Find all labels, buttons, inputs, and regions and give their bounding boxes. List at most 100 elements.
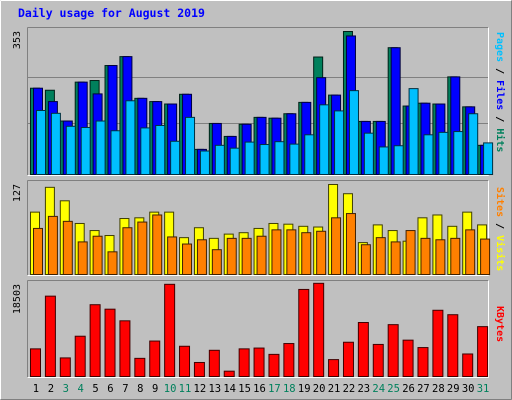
bar-kbytes-day-23	[357, 322, 369, 377]
x-tick-label-day-18: 18	[283, 383, 296, 395]
panel-usage-max-label: 353	[12, 31, 23, 49]
bar-sites-day-28	[435, 239, 446, 275]
bar-kbytes-day-9	[149, 340, 161, 378]
bar-pages-day-7	[125, 100, 136, 175]
x-tick-label-day-13: 13	[208, 383, 221, 395]
bar-sites-day-16	[256, 235, 267, 275]
bar-sites-day-26	[405, 230, 416, 275]
bar-kbytes-day-27	[417, 347, 429, 377]
x-tick-label-day-20: 20	[313, 383, 326, 395]
bar-pages-day-25	[393, 145, 404, 175]
legend-part: /	[494, 62, 505, 80]
bar-sites-day-8	[137, 221, 148, 275]
bar-pages-day-27	[423, 134, 434, 175]
x-tick-label-day-4: 4	[77, 383, 83, 395]
bar-sites-day-5	[92, 235, 103, 275]
bar-sites-day-13	[211, 249, 222, 276]
bar-kbytes-day-26	[402, 339, 414, 378]
bar-sites-day-17	[271, 229, 282, 275]
x-tick-label-day-5: 5	[92, 383, 98, 395]
bar-sites-day-27	[420, 237, 431, 275]
bar-kbytes-day-5	[89, 304, 101, 377]
bar-kbytes-day-25	[387, 324, 399, 377]
bar-sites-day-6	[107, 251, 118, 275]
x-tick-label-day-21: 21	[328, 383, 341, 395]
bar-pages-day-28	[438, 131, 449, 175]
bar-sites-day-22	[345, 213, 356, 275]
bar-pages-day-31	[483, 142, 494, 176]
bar-sites-day-20	[316, 230, 327, 275]
bar-sites-day-18	[286, 229, 297, 275]
x-tick-label-day-1: 1	[33, 383, 39, 395]
bar-pages-day-24	[378, 146, 389, 176]
bar-kbytes-day-29	[447, 314, 459, 377]
bar-kbytes-day-15	[238, 348, 250, 378]
bar-pages-day-17	[274, 141, 285, 175]
bar-kbytes-day-2	[44, 295, 56, 377]
x-tick-label-day-14: 14	[223, 383, 236, 395]
panel-kbytes-max-label: 18503	[12, 284, 23, 314]
legend-part: KBytes	[494, 306, 505, 342]
legend-part: Visits	[494, 235, 506, 271]
x-tick-label-day-26: 26	[402, 383, 415, 395]
bar-pages-day-1	[36, 109, 46, 175]
bar-sites-day-30	[465, 229, 476, 275]
bar-kbytes-day-20	[313, 282, 325, 377]
bar-sites-day-14	[226, 237, 237, 275]
legend-part: Sites	[494, 187, 506, 217]
bar-kbytes-day-17	[268, 353, 280, 378]
bar-sites-day-21	[331, 217, 342, 275]
bar-sites-day-12	[196, 239, 207, 275]
bar-pages-day-16	[259, 144, 270, 175]
bar-pages-day-22	[348, 90, 359, 175]
bar-pages-day-26	[408, 88, 419, 175]
bar-kbytes-day-14	[223, 370, 235, 377]
x-tick-label-day-30: 30	[462, 383, 475, 395]
bar-sites-day-11	[182, 243, 193, 275]
bar-pages-day-14	[229, 147, 240, 175]
x-tick-label-day-17: 17	[268, 383, 281, 395]
bar-sites-day-4	[77, 241, 88, 276]
bar-pages-day-10	[170, 140, 181, 176]
bar-pages-day-11	[185, 116, 196, 175]
panel-usage-legend: Pages / Files / Hits	[494, 32, 506, 152]
bar-kbytes-day-12	[193, 361, 205, 377]
legend-part: /	[494, 217, 505, 235]
bar-sites-day-31	[480, 238, 491, 275]
series-kbytes	[30, 282, 489, 378]
x-tick-label-day-8: 8	[137, 383, 143, 395]
x-tick-label-day-12: 12	[194, 383, 207, 395]
bar-pages-day-23	[363, 132, 374, 175]
panel-visits-legend: Sites / Visits	[494, 187, 506, 271]
x-tick-label-day-11: 11	[179, 383, 192, 395]
x-tick-label-day-22: 22	[343, 383, 356, 395]
x-tick-label-day-10: 10	[164, 383, 177, 395]
x-tick-label-day-19: 19	[298, 383, 311, 395]
bar-kbytes-day-6	[104, 308, 116, 377]
x-tick-label-day-27: 27	[417, 383, 430, 395]
panel-usage: 353 Pages / Files / Hits	[12, 27, 506, 176]
bar-kbytes-day-3	[59, 357, 71, 377]
x-tick-label-day-6: 6	[107, 383, 113, 395]
bar-pages-day-12	[199, 150, 210, 175]
bar-kbytes-day-16	[253, 347, 265, 377]
panel-visits: 127 Sites / Visits	[12, 180, 506, 276]
legend-part: Files	[494, 80, 506, 110]
bar-kbytes-day-10	[164, 283, 176, 378]
bar-pages-day-3	[65, 125, 76, 175]
bar-pages-day-2	[50, 112, 61, 175]
x-tick-label-day-25: 25	[387, 383, 400, 395]
bar-kbytes-day-31	[477, 326, 489, 378]
panel-kbytes: 18503 KBytes	[12, 280, 505, 378]
x-tick-label-day-16: 16	[253, 383, 266, 395]
bar-pages-day-20	[319, 104, 330, 175]
bar-kbytes-day-11	[179, 345, 191, 377]
bar-kbytes-day-19	[298, 288, 310, 377]
bar-pages-day-15	[244, 141, 255, 176]
x-tick-label-day-15: 15	[238, 383, 251, 395]
legend-part: /	[494, 110, 505, 128]
x-tick-label-day-3: 3	[63, 383, 69, 395]
bar-kbytes-day-22	[342, 341, 354, 377]
x-tick-label-day-24: 24	[372, 383, 385, 395]
